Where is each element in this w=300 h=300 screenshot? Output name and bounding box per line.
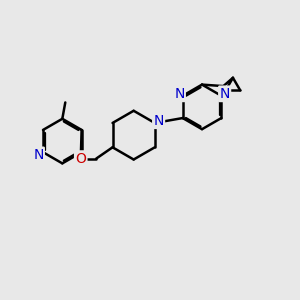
Text: N: N — [174, 87, 184, 101]
Text: N: N — [153, 114, 164, 128]
Text: O: O — [75, 152, 86, 166]
Text: N: N — [220, 87, 230, 101]
Text: N: N — [33, 148, 43, 162]
